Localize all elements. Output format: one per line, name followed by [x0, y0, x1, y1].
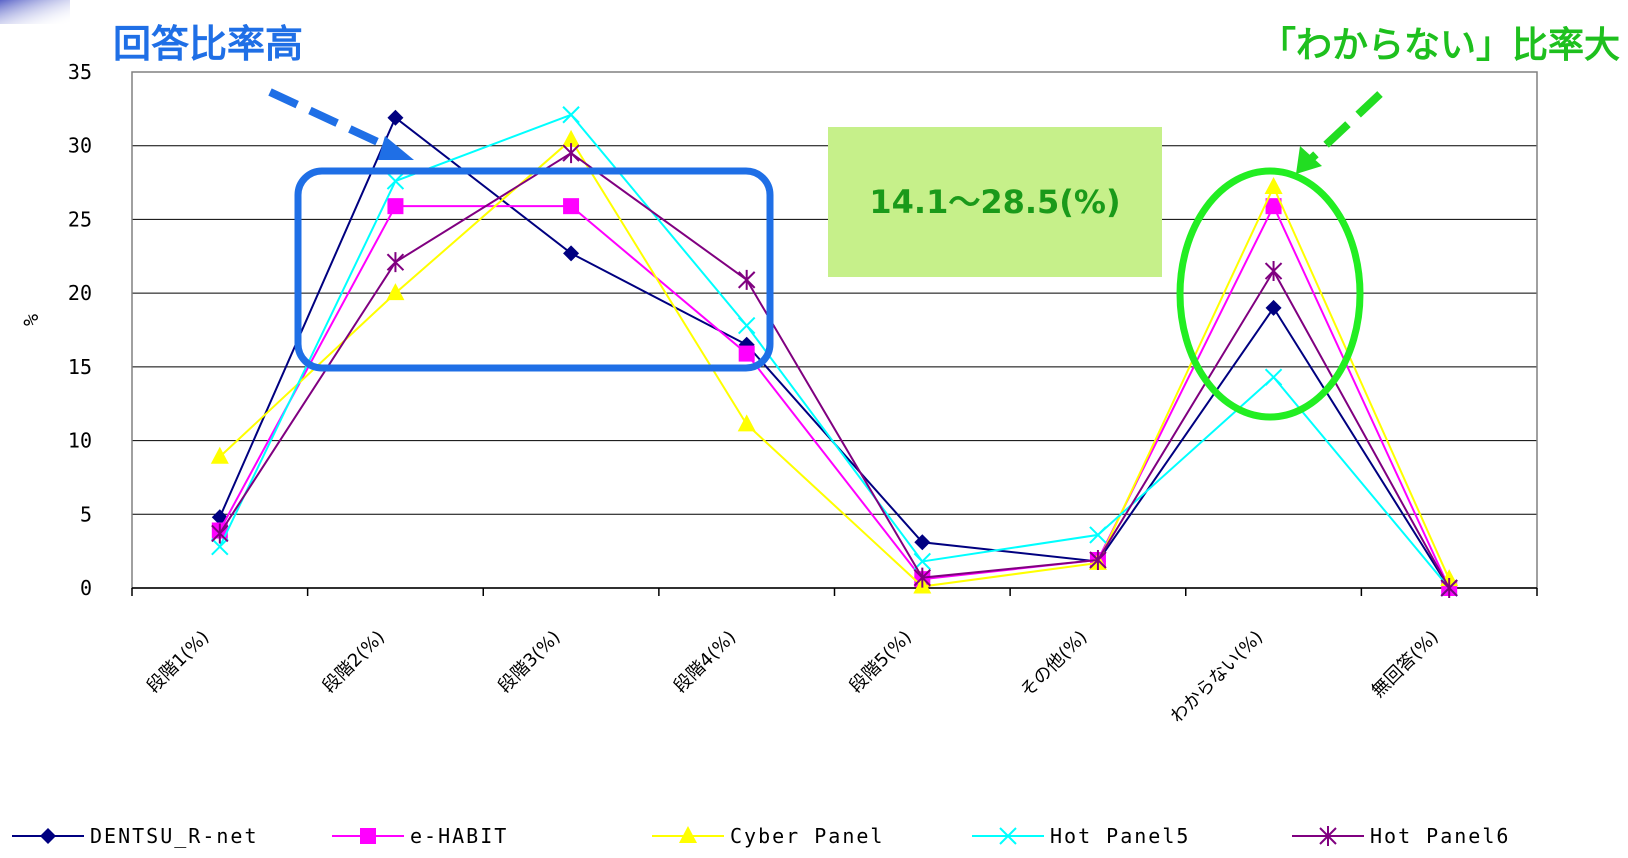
data-point	[387, 198, 404, 215]
legend-item: e-HABIT	[332, 824, 508, 848]
data-point	[999, 827, 1017, 845]
y-tick-label: 25	[68, 207, 92, 231]
axes	[131, 71, 1538, 596]
high-ratio-annotation: 回答比率高	[113, 22, 303, 66]
data-point	[211, 538, 229, 556]
data-point	[563, 198, 580, 215]
data-point	[386, 252, 405, 273]
series-line	[219, 138, 1451, 588]
y-tick-label: 10	[68, 429, 92, 453]
dont-know-annotation: 「わからない」比率大	[1260, 25, 1620, 66]
data-point	[562, 106, 580, 124]
data-point	[1440, 578, 1458, 598]
x-tick-label: その他(%)	[1016, 627, 1091, 702]
data-point	[737, 269, 756, 290]
blue-arrow	[268, 88, 414, 160]
data-point	[738, 345, 755, 362]
legend-label: Hot Panel5	[1050, 824, 1190, 848]
legend: DENTSU_R-net e-HABIT Cyber Panel Hot Panel5…	[12, 824, 1510, 848]
y-tick-label: 5	[80, 502, 92, 526]
data-point	[40, 828, 56, 844]
data-point	[387, 109, 404, 126]
corner-decoration	[0, 0, 70, 24]
data-point	[1264, 261, 1283, 282]
range-annotation-box	[828, 127, 1162, 277]
highlight-ellipse	[1176, 167, 1364, 421]
data-point	[562, 143, 580, 164]
x-tick-label: 段階2(%)	[319, 627, 389, 697]
series-group	[210, 106, 1459, 598]
legend-item: Hot Panel5	[972, 824, 1190, 848]
y-tick-label: 0	[80, 576, 92, 600]
data-point	[1265, 299, 1282, 316]
range-annotation-text: 14.1～28.5(%)	[869, 183, 1120, 221]
x-tick-label: わからない(%)	[1167, 627, 1268, 728]
legend-item: Hot Panel6	[1292, 824, 1510, 848]
green-arrow	[1296, 91, 1383, 174]
y-tick-label: 35	[68, 60, 92, 84]
data-point	[1265, 198, 1282, 215]
series-line	[218, 203, 1451, 589]
data-point	[679, 826, 697, 843]
data-point	[737, 316, 756, 335]
y-tick-labels: 0 5 10 15 20 25 30 35	[68, 60, 92, 600]
data-point	[1089, 526, 1107, 544]
x-tick-label: 段階3(%)	[494, 627, 564, 697]
series	[211, 143, 1458, 598]
x-tick-label: 段階1(%)	[143, 627, 213, 697]
data-point	[386, 283, 405, 301]
data-point	[1264, 368, 1283, 386]
x-tick-label: 段階5(%)	[845, 627, 915, 697]
legend-label: DENTSU_R-net	[90, 824, 259, 848]
data-point	[737, 414, 756, 432]
data-point	[386, 172, 405, 190]
y-tick-label: 20	[68, 281, 92, 305]
legend-label: Cyber Panel	[730, 824, 884, 848]
y-axis-label: %	[19, 314, 43, 326]
data-point	[1319, 826, 1337, 846]
data-point	[914, 534, 931, 551]
x-tick-label: 無回答(%)	[1368, 627, 1443, 702]
data-point	[913, 567, 932, 588]
x-tick-label: 段階4(%)	[670, 627, 740, 697]
data-point	[562, 129, 581, 147]
data-point	[210, 446, 229, 464]
y-tick-label: 30	[68, 134, 92, 158]
data-point	[1089, 549, 1107, 570]
y-tick-label: 15	[68, 355, 92, 379]
data-point	[1264, 176, 1283, 194]
legend-item: DENTSU_R-net	[12, 824, 259, 848]
series-line	[218, 151, 1451, 589]
x-tick-labels: 段階1(%) 段階2(%) 段階3(%) 段階4(%) 段階5(%) その他(%) わからな…	[143, 627, 1443, 728]
legend-item: Cyber Panel	[652, 824, 884, 848]
legend-label: Hot Panel6	[1370, 824, 1510, 848]
highlight-rectangle	[294, 167, 774, 372]
data-point	[563, 245, 580, 262]
data-point	[360, 828, 376, 844]
data-point	[211, 523, 229, 544]
legend-label: e-HABIT	[410, 824, 508, 848]
